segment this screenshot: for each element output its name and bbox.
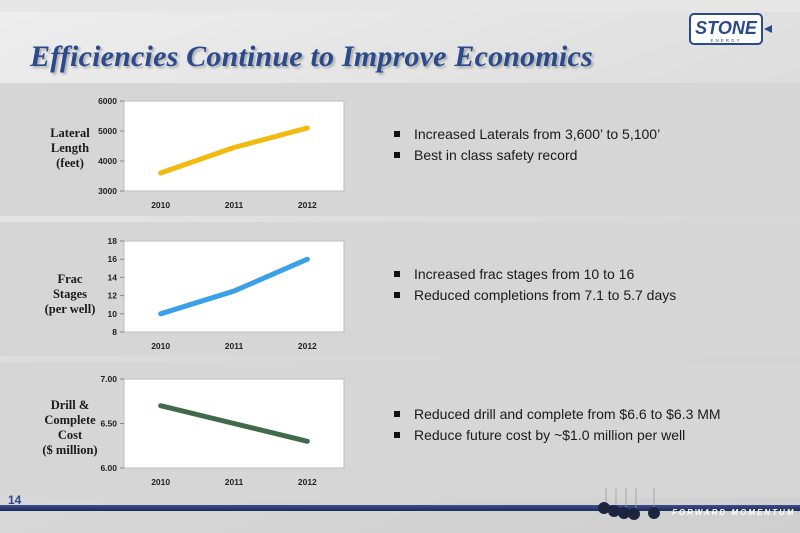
ylabel-line: Lateral bbox=[50, 126, 90, 140]
ylabel-line: (feet) bbox=[56, 156, 84, 170]
bullet-item: Increased Laterals from 3,600’ to 5,100’ bbox=[392, 124, 660, 145]
logo-subtext: ENERGY bbox=[710, 38, 741, 43]
bullet-item: Increased frac stages from 10 to 16 bbox=[392, 264, 676, 285]
top-bar bbox=[0, 0, 800, 12]
cost-ylabel: Drill & Complete Cost ($ million) bbox=[25, 398, 115, 458]
footer-tagline: FORWARD MOMENTUM bbox=[672, 508, 796, 517]
logo-text: STONE bbox=[695, 18, 758, 38]
cost-bullets: Reduced drill and complete from $6.6 to … bbox=[392, 404, 721, 446]
lateral-ylabel: Lateral Length (feet) bbox=[25, 126, 115, 171]
bullet-item: Reduced completions from 7.1 to 5.7 days bbox=[392, 285, 676, 306]
bullet-item: Best in class safety record bbox=[392, 145, 660, 166]
ylabel-line: ($ million) bbox=[42, 443, 98, 457]
bullet-item: Reduce future cost by ~$1.0 million per … bbox=[392, 425, 721, 446]
ylabel-line: Drill & bbox=[50, 398, 90, 412]
stone-logo: STONE ENERGY bbox=[689, 13, 772, 45]
ylabel-line: Complete bbox=[44, 413, 96, 427]
page-number: 14 bbox=[8, 493, 22, 507]
ylabel-line: Cost bbox=[57, 428, 83, 442]
page-title: Efficiencies Continue to Improve Economi… bbox=[30, 40, 593, 73]
frac-bullets: Increased frac stages from 10 to 16 Redu… bbox=[392, 264, 676, 306]
lateral-bullets: Increased Laterals from 3,600’ to 5,100’… bbox=[392, 124, 660, 166]
ylabel-line: Length bbox=[50, 141, 90, 155]
ylabel-line: (per well) bbox=[44, 302, 96, 316]
footer-bar bbox=[0, 505, 800, 511]
ylabel-line: Frac bbox=[57, 272, 83, 286]
ylabel-line: Stages bbox=[52, 287, 88, 301]
bullet-item: Reduced drill and complete from $6.6 to … bbox=[392, 404, 721, 425]
frac-ylabel: Frac Stages (per well) bbox=[25, 272, 115, 317]
newtons-cradle-icon bbox=[598, 488, 660, 520]
